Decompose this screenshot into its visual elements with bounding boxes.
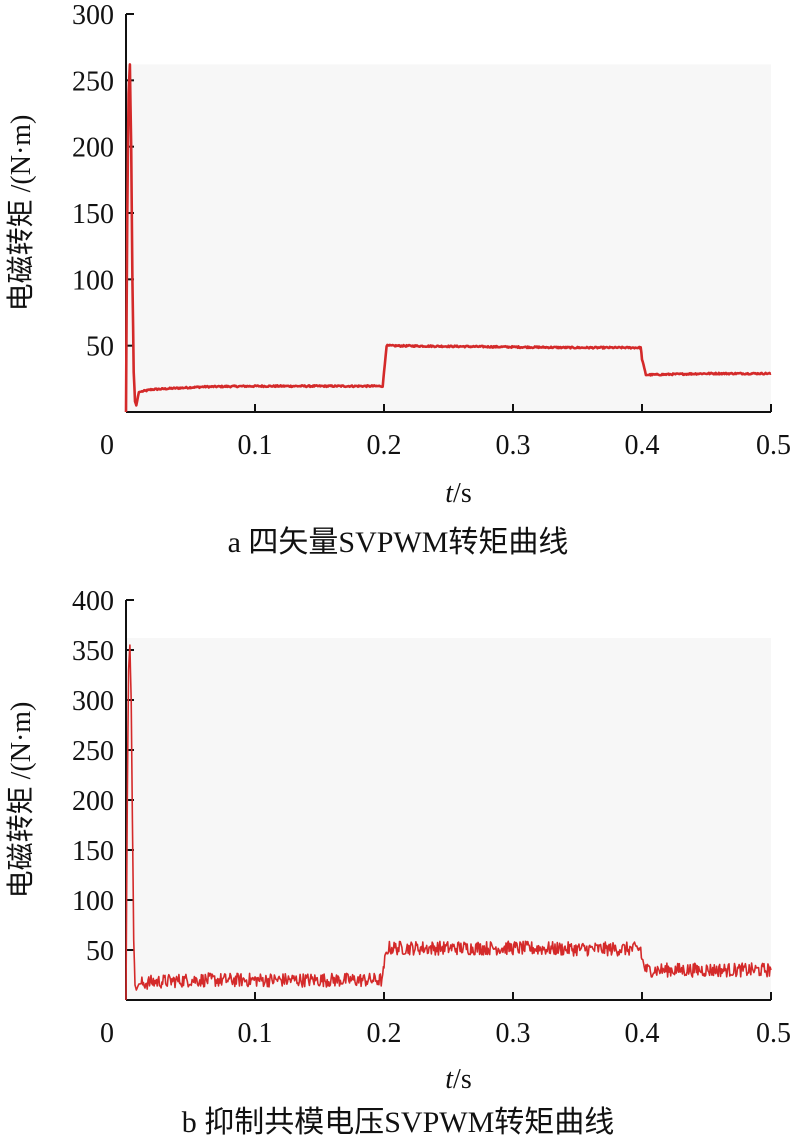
y-tick-label: 150 [72,199,114,230]
x-axis-label-var: t [445,478,454,509]
y-tick-label: 50 [86,332,114,363]
x-axis-label: t/s [445,1064,471,1095]
y-tick-label: 150 [72,836,114,867]
chart-b: 50 100 150 200 250 300 350 400 0 0.1 0.2 0.3 0.4 0.5 电… [5,586,791,1139]
y-tick-label: 400 [72,586,114,617]
x-tick-label: 0.3 [496,1018,531,1049]
x-axis-label: t/s [445,478,471,509]
y-axis-label: 电磁转矩 /(N·m) [5,115,37,312]
y-tick-label: 200 [72,786,114,817]
x-axis-label-var: t [445,1064,454,1095]
figure-caption: b 抑制共模电压SVPWM转矩曲线 [182,1106,615,1139]
x-tick-label: 0.4 [625,1018,660,1049]
x-tick-label: 0.2 [367,1018,402,1049]
x-tick-label: 0.2 [367,430,402,461]
chart-a: 50 100 150 200 250 300 0 0.1 0.2 0.3 0.4 0.5 电磁转矩 /(… [5,0,791,559]
y-tick-label: 250 [72,66,114,97]
y-tick-label: 250 [72,736,114,767]
y-tick-label: 200 [72,133,114,164]
y-tick-label: 350 [72,636,114,667]
torque-series-line [125,644,772,1001]
x-tick-label: 0.5 [756,1018,791,1049]
y-axis-label: 电磁转矩 /(N·m) [5,702,37,899]
figure-caption: a 四矢量SVPWM转矩曲线 [228,526,569,559]
y-tick-label: 100 [72,265,114,296]
x-tick-label: 0.1 [238,430,273,461]
x-tick-label: 0.3 [496,430,531,461]
x-tick-label: 0 [100,430,114,461]
y-tick-label: 100 [72,886,114,917]
torque-series-line [124,63,772,413]
plot-area [126,638,771,1000]
x-tick-label: 0 [100,1018,114,1049]
x-tick-label: 0.5 [756,430,791,461]
x-tick-label: 0.4 [625,430,660,461]
y-tick-label: 50 [86,936,114,967]
x-axis-label-unit: /s [453,1064,472,1095]
plot-area [126,64,771,412]
x-tick-label: 0.1 [238,1018,273,1049]
y-tick-label: 300 [72,0,114,31]
y-tick-label: 300 [72,686,114,717]
x-axis-label-unit: /s [453,478,472,509]
